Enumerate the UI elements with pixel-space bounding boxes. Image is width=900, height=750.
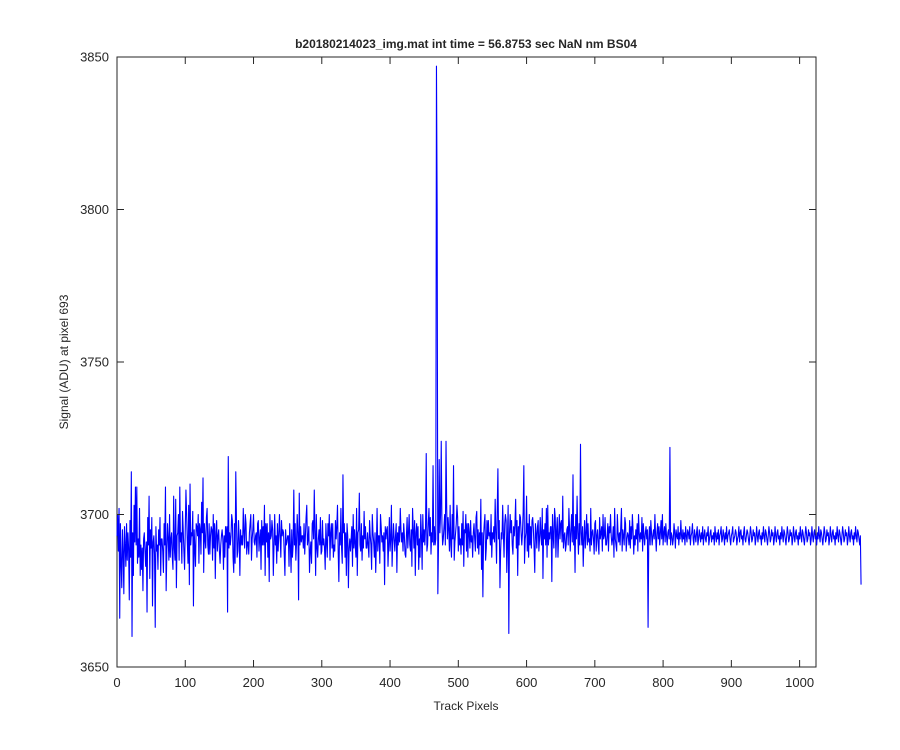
x-tick-label: 700 bbox=[584, 675, 606, 690]
y-tick-label: 3800 bbox=[80, 202, 109, 217]
axes-box bbox=[116, 56, 817, 668]
x-tick-label: 200 bbox=[243, 675, 265, 690]
series-layer bbox=[116, 65, 862, 638]
x-tick-label: 0 bbox=[113, 675, 120, 690]
y-tick-label: 3650 bbox=[80, 660, 109, 675]
y-tick-label: 3700 bbox=[80, 507, 109, 522]
x-tick-label: 300 bbox=[311, 675, 333, 690]
x-tick-label: 400 bbox=[379, 675, 401, 690]
y-tick-label: 3750 bbox=[80, 355, 109, 370]
x-tick-label: 600 bbox=[516, 675, 538, 690]
x-axis-label: Track Pixels bbox=[434, 699, 499, 713]
x-tick-label: 900 bbox=[721, 675, 743, 690]
y-tick-label: 3850 bbox=[80, 50, 109, 65]
ticks-layer: 0 100 200 300 400 500 600 700 800 900 1000 3650 3700… bbox=[80, 50, 816, 690]
plot-area: 0 100 200 300 400 500 600 700 800 900 1000 3650 3700… bbox=[80, 50, 862, 690]
x-tick-label: 800 bbox=[652, 675, 674, 690]
series-line-0 bbox=[116, 65, 862, 638]
x-tick-label: 500 bbox=[447, 675, 469, 690]
y-axis-label: Signal (ADU) at pixel 693 bbox=[57, 294, 71, 429]
x-tick-label: 1000 bbox=[785, 675, 814, 690]
chart-title: b20180214023_img.mat int time = 56.8753 … bbox=[295, 37, 637, 51]
x-tick-label: 100 bbox=[174, 675, 196, 690]
